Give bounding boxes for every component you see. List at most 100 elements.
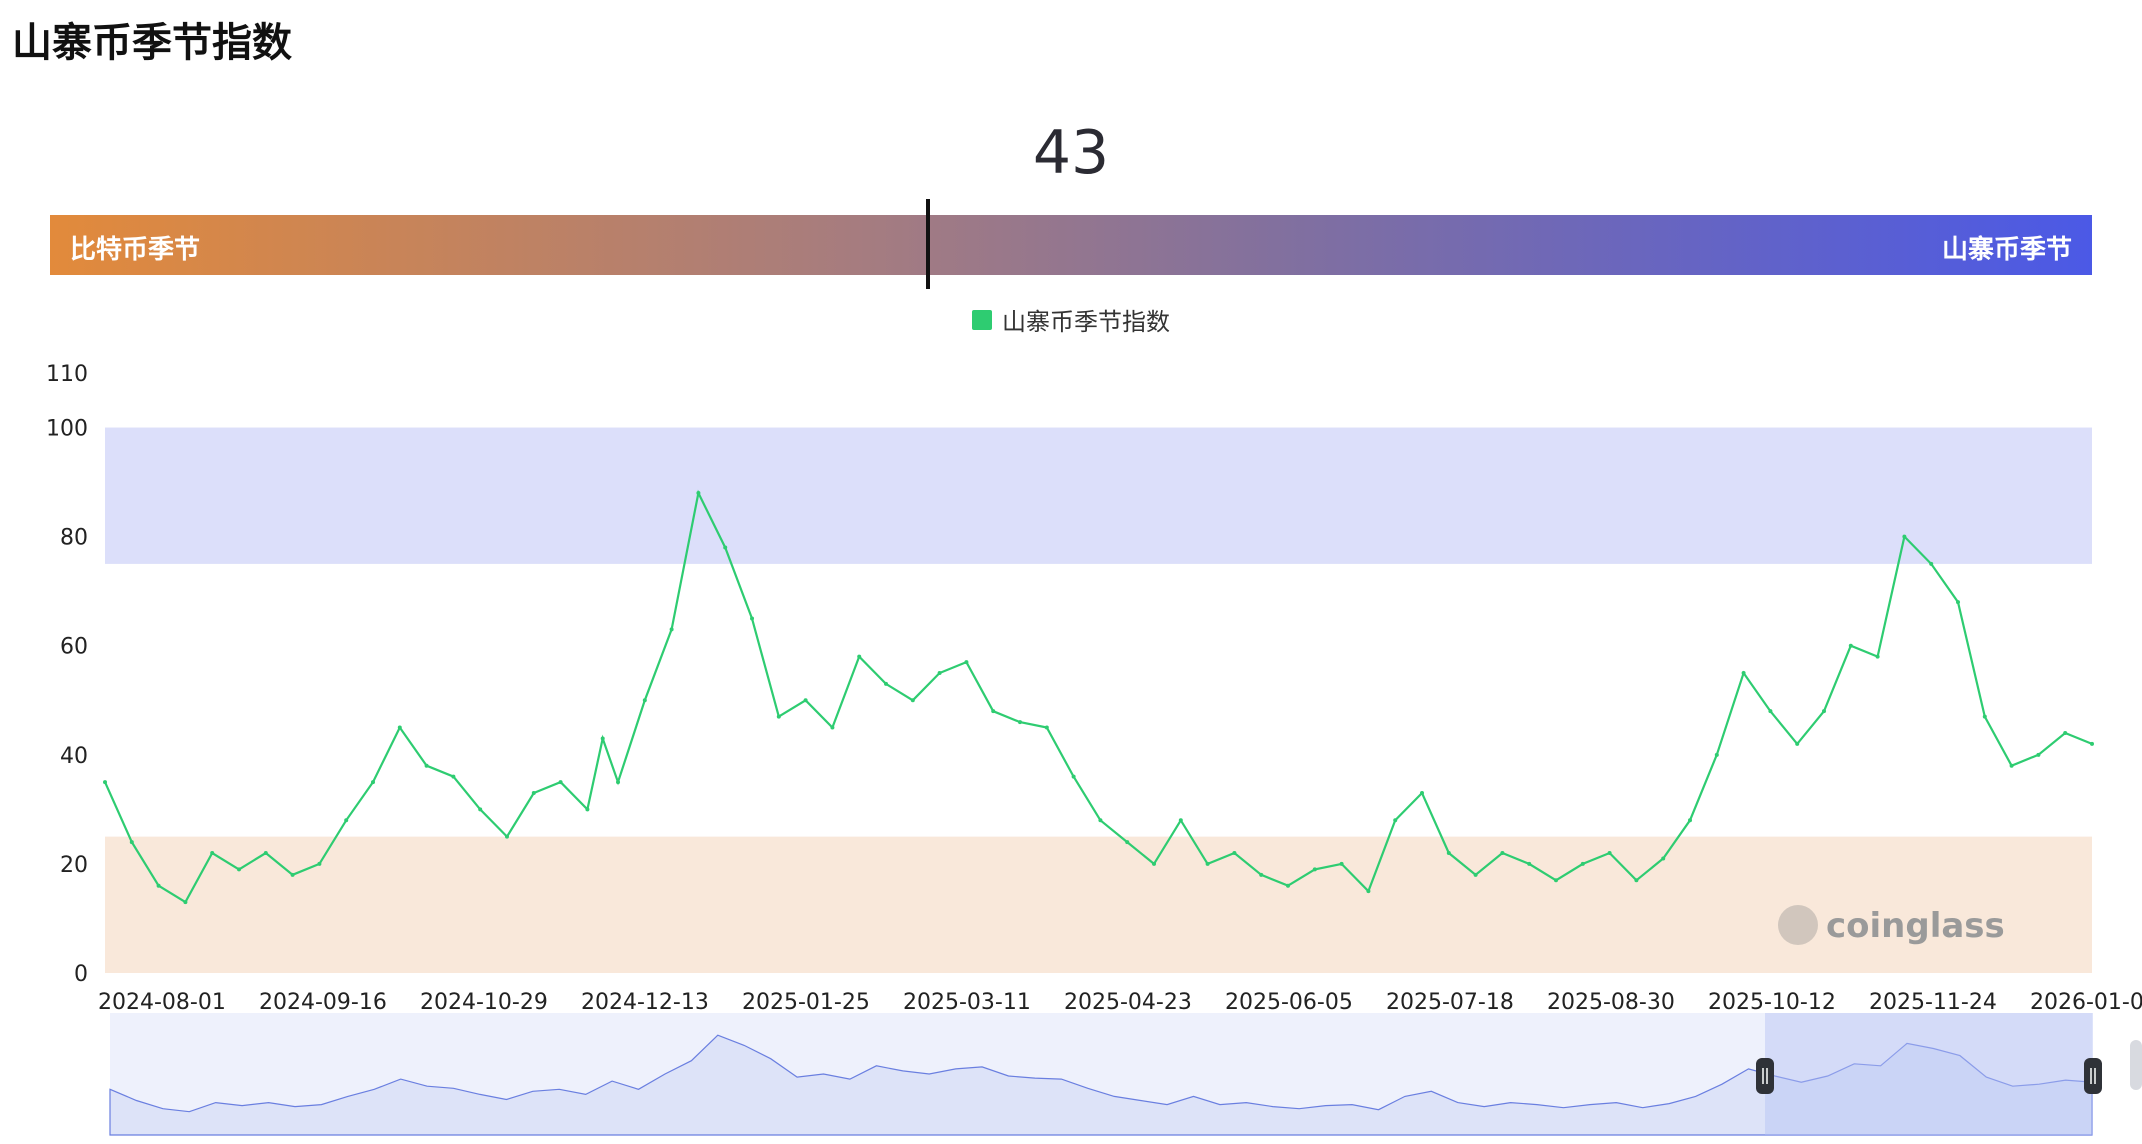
x-tick-label: 2025-01-25 (742, 990, 870, 1015)
data-point (1848, 643, 1853, 648)
x-tick-label: 2024-09-16 (259, 990, 387, 1015)
range-handle-right[interactable] (2084, 1058, 2102, 1094)
data-point (1982, 714, 1987, 719)
data-point (1312, 867, 1317, 872)
altcoin-season-label: 山寨币季节 (1941, 235, 2072, 265)
data-point (263, 851, 268, 855)
y-tick-label: 80 (60, 526, 88, 551)
x-tick-label: 2026-01-0 (2030, 990, 2142, 1015)
data-point (236, 867, 241, 872)
y-tick-label: 40 (60, 744, 88, 769)
data-point (1795, 741, 1800, 746)
watermark-text: coinglass (1826, 906, 2005, 946)
data-point (1446, 851, 1451, 855)
data-point (210, 851, 215, 855)
data-point (1232, 851, 1237, 855)
x-tick-label: 2025-08-30 (1547, 990, 1675, 1015)
data-point (1098, 818, 1103, 823)
data-point (1822, 709, 1827, 714)
data-point (1420, 791, 1425, 795)
data-point (830, 725, 835, 730)
data-point (1741, 671, 1746, 675)
data-point (1018, 720, 1023, 725)
data-point (1178, 818, 1183, 823)
data-point (2036, 752, 2041, 757)
data-point (424, 763, 429, 768)
data-point (370, 780, 375, 785)
data-point (585, 807, 590, 812)
data-point (1554, 878, 1559, 883)
data-point (616, 780, 621, 785)
legend-label: 山寨币季节指数 (1002, 308, 1170, 336)
gauge-value: 43 (1032, 118, 1110, 188)
data-point (1688, 818, 1693, 823)
data-point (1634, 878, 1639, 883)
overview-series-area (109, 1034, 2093, 1136)
y-tick-label: 0 (74, 962, 88, 987)
data-point (1473, 872, 1478, 877)
data-point (558, 780, 563, 785)
data-point (1366, 889, 1371, 894)
data-point (669, 627, 674, 632)
data-point (504, 834, 509, 839)
data-point (1339, 861, 1344, 866)
data-point (103, 780, 107, 785)
data-point (964, 660, 969, 665)
season-gauge-bar: 比特币季节 山寨币季节 (50, 215, 2092, 275)
data-point (910, 698, 915, 703)
legend-swatch-icon (972, 309, 992, 330)
data-point (723, 545, 728, 550)
data-point (1071, 774, 1076, 779)
bitcoin-season-zone (105, 836, 2092, 973)
data-point (1768, 709, 1773, 714)
data-point (478, 807, 483, 812)
data-point (531, 791, 536, 795)
data-point (696, 491, 701, 495)
data-point (1152, 861, 1157, 866)
bitcoin-season-label: 比特币季节 (70, 235, 201, 265)
data-point (344, 818, 349, 823)
data-point (1205, 861, 1210, 866)
data-point (1527, 861, 1532, 866)
x-tick-label: 2024-12-13 (581, 990, 709, 1015)
x-tick-label: 2025-10-12 (1708, 990, 1836, 1015)
data-point (1661, 856, 1666, 861)
y-tick-label: 110 (46, 362, 88, 387)
data-point (1286, 883, 1291, 888)
y-tick-label: 60 (60, 635, 88, 660)
x-tick-label: 2025-07-18 (1386, 990, 1514, 1015)
data-point (1044, 725, 1049, 730)
data-point (317, 861, 322, 866)
data-point (937, 671, 942, 675)
data-point (991, 709, 996, 714)
x-tick-label: 2025-11-24 (1869, 990, 1997, 1015)
data-point (857, 654, 862, 659)
data-point (2009, 763, 2014, 768)
data-point (1902, 534, 1907, 539)
scrollbar-thumb[interactable] (2130, 1040, 2142, 1090)
x-tick-label: 2024-08-01 (98, 990, 226, 1015)
data-point (156, 883, 161, 888)
data-point (1714, 752, 1719, 757)
x-tick-label: 2024-10-29 (420, 990, 548, 1015)
legend-item[interactable]: 山寨币季节指数 (972, 302, 1170, 337)
data-point (1607, 851, 1612, 855)
data-point (129, 840, 134, 845)
data-point (2090, 741, 2094, 746)
data-point (1125, 840, 1130, 845)
data-point (642, 698, 647, 703)
data-point (451, 774, 456, 779)
x-tick-label: 2025-03-11 (903, 990, 1031, 1015)
overview-selection[interactable] (1765, 1013, 2093, 1135)
data-point (2063, 731, 2068, 735)
y-tick-label: 20 (60, 853, 88, 878)
data-point (1393, 818, 1398, 823)
data-point (884, 681, 889, 686)
data-point (183, 900, 188, 905)
page-title: 山寨币季节指数 (12, 20, 292, 66)
data-point (600, 736, 605, 741)
range-handle-left[interactable] (1756, 1058, 1774, 1094)
data-point (1929, 561, 1934, 566)
data-point (1580, 861, 1585, 866)
